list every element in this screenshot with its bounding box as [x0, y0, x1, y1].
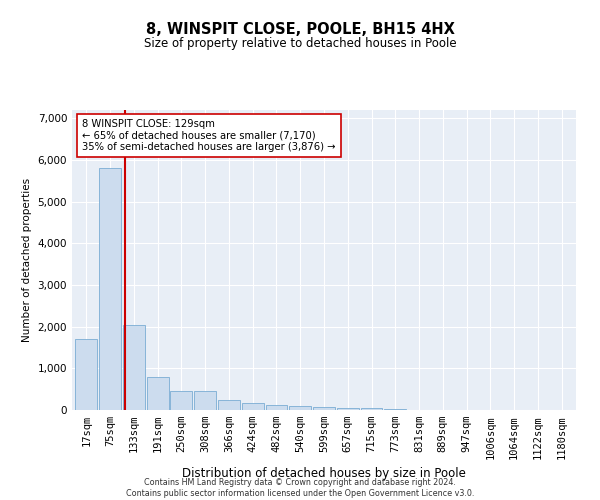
Bar — [123, 324, 145, 410]
Bar — [242, 404, 263, 410]
Bar — [385, 409, 406, 410]
Text: Size of property relative to detached houses in Poole: Size of property relative to detached ho… — [143, 38, 457, 51]
Bar — [99, 168, 121, 410]
Text: 8, WINSPIT CLOSE, POOLE, BH15 4HX: 8, WINSPIT CLOSE, POOLE, BH15 4HX — [146, 22, 454, 38]
Y-axis label: Number of detached properties: Number of detached properties — [22, 178, 32, 342]
Bar — [266, 405, 287, 410]
Bar — [170, 391, 192, 410]
Bar — [146, 376, 169, 410]
Bar — [361, 408, 382, 410]
Bar — [289, 406, 311, 410]
Bar — [76, 339, 97, 410]
Bar — [313, 407, 335, 410]
Bar — [218, 400, 240, 410]
Bar — [194, 391, 216, 410]
X-axis label: Distribution of detached houses by size in Poole: Distribution of detached houses by size … — [182, 467, 466, 480]
Text: 8 WINSPIT CLOSE: 129sqm
← 65% of detached houses are smaller (7,170)
35% of semi: 8 WINSPIT CLOSE: 129sqm ← 65% of detache… — [82, 119, 335, 152]
Bar — [337, 408, 359, 410]
Text: Contains HM Land Registry data © Crown copyright and database right 2024.
Contai: Contains HM Land Registry data © Crown c… — [126, 478, 474, 498]
